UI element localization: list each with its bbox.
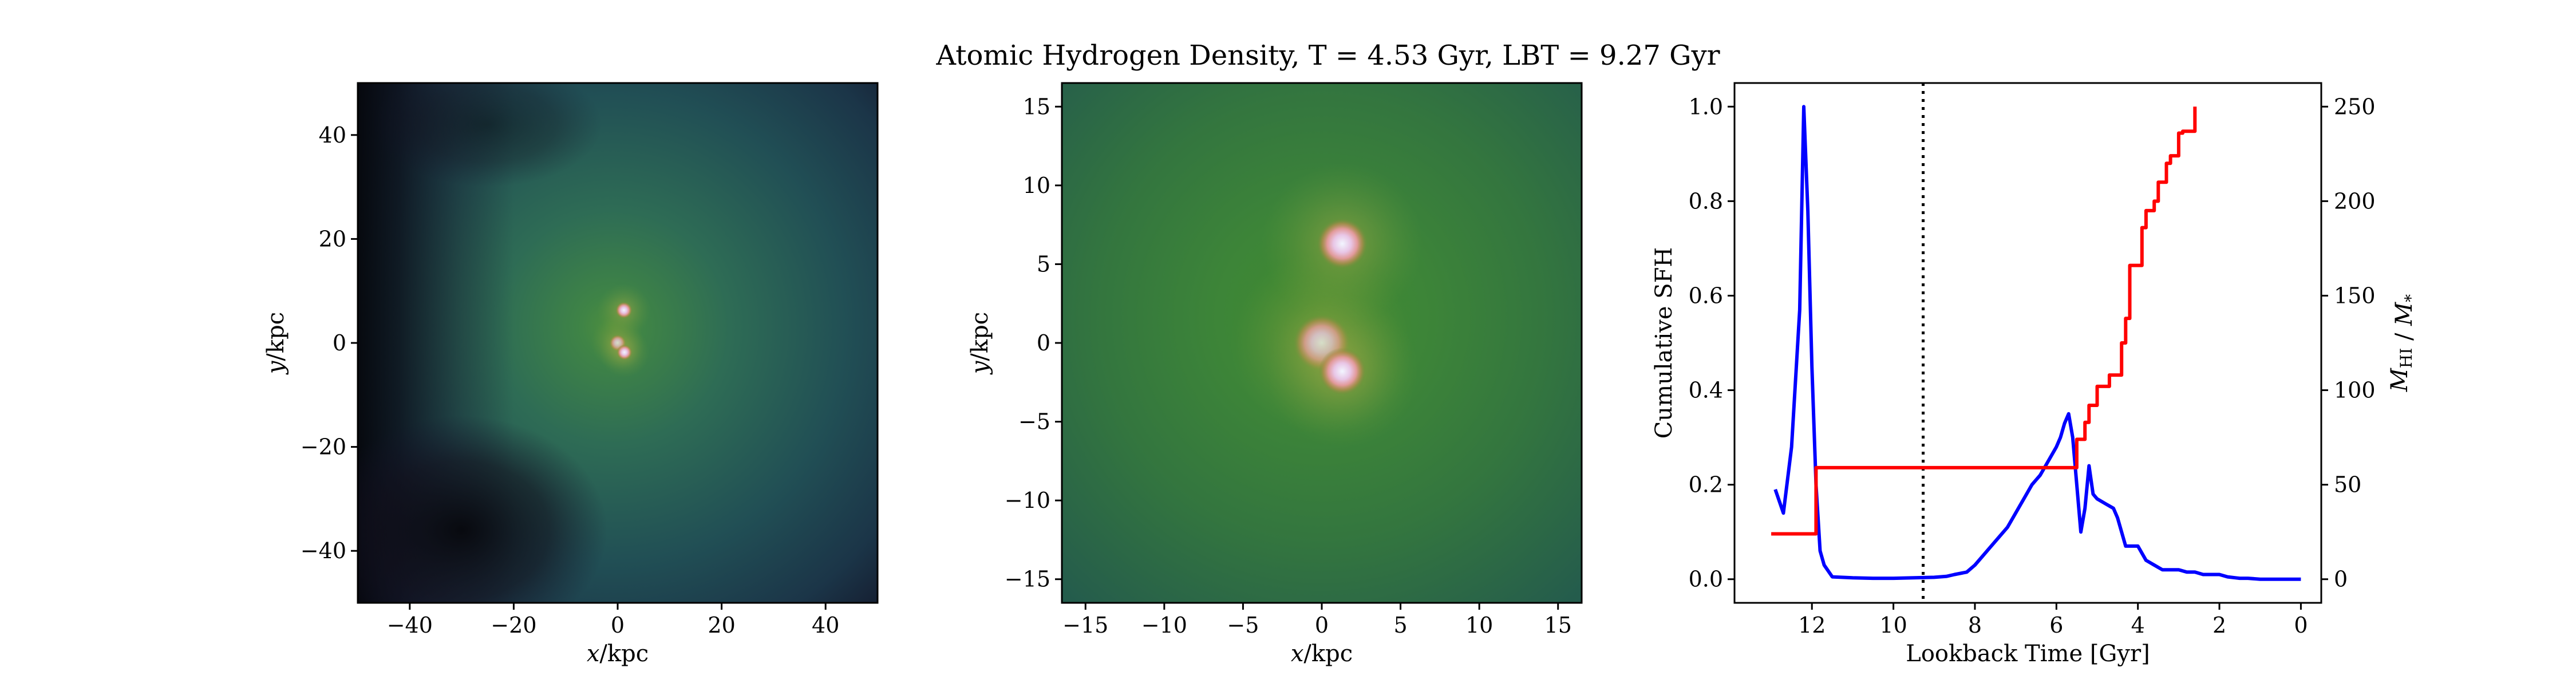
y-axis-label: y/kpc bbox=[263, 312, 289, 375]
y-tick-label: −5 bbox=[1018, 409, 1050, 435]
y-tick-label: 0.2 bbox=[1689, 472, 1723, 498]
low-density-region bbox=[373, 83, 602, 187]
y2-tick-label: 250 bbox=[2334, 94, 2376, 119]
x-tick-label: 20 bbox=[708, 613, 735, 638]
y-axis-label: y/kpc bbox=[967, 312, 993, 375]
figure-title: Atomic Hydrogen Density, T = 4.53 Gyr, L… bbox=[935, 40, 1720, 72]
y-tick-label: 10 bbox=[1023, 173, 1050, 198]
x-tick-label: 2 bbox=[2212, 613, 2226, 638]
x-tick-label: 0 bbox=[2294, 613, 2308, 638]
x-tick-label: 10 bbox=[1465, 613, 1493, 638]
y-tick-label: 20 bbox=[319, 226, 346, 251]
y-tick-label: 0 bbox=[1037, 330, 1050, 356]
x-axis-label: Lookback Time [Gyr] bbox=[1906, 641, 2150, 667]
y-tick-label: −15 bbox=[1005, 567, 1050, 592]
cumulative-sfh-line bbox=[1773, 105, 2301, 581]
hydrogen-clump-3 bbox=[1318, 348, 1366, 395]
x-tick-label: 4 bbox=[2131, 613, 2145, 638]
x-tick-label: 12 bbox=[1798, 613, 1826, 638]
panel-zoom-view: −15 −10 −5 0 5 10 15 −15 −10 −5 0 5 10 15 x/kpc y/kpc bbox=[967, 82, 1583, 667]
y-tick-label: 5 bbox=[1037, 251, 1050, 277]
y-tick-label: 0.4 bbox=[1689, 378, 1723, 403]
panel-sfh-plot: 12 10 8 6 4 2 0 0.0 0.2 0.4 0.6 0.8 1.0 0 50 100 150 200 2… bbox=[1651, 82, 2420, 667]
y2-tick-label: 200 bbox=[2334, 188, 2376, 214]
y-axis-label: Cumulative SFH bbox=[1651, 247, 1677, 439]
x-tick-label: 10 bbox=[1879, 613, 1907, 638]
x-tick-label: −15 bbox=[1062, 613, 1108, 638]
x-tick-label: 0 bbox=[611, 613, 625, 638]
y-tick-label: 0.6 bbox=[1689, 283, 1723, 308]
hydrogen-clump-3 bbox=[617, 344, 633, 360]
sfh-frame bbox=[1733, 82, 2322, 604]
y2-axis-label: MHI / M* bbox=[2387, 294, 2420, 392]
x-tick-label: 15 bbox=[1544, 613, 1572, 638]
x-tick-label: 8 bbox=[1968, 613, 1982, 638]
x-axis-label: x/kpc bbox=[587, 641, 649, 667]
x-tick-label: 6 bbox=[2049, 613, 2063, 638]
y2-tick-label: 100 bbox=[2334, 378, 2376, 403]
y2-tick-label: 50 bbox=[2334, 472, 2361, 498]
x-tick-label: −20 bbox=[491, 613, 536, 638]
panel-wide-view: −40 −20 0 20 40 −40 −20 0 20 40 x/kpc y/kpc bbox=[263, 82, 879, 667]
y2-tick-label: 150 bbox=[2334, 283, 2376, 308]
hi-mass-ratio-line bbox=[1771, 106, 2197, 536]
y-tick-label: 0.0 bbox=[1689, 567, 1723, 592]
x-tick-label: −10 bbox=[1141, 613, 1187, 638]
x-axis-label: x/kpc bbox=[1291, 641, 1353, 667]
y-tick-label: 40 bbox=[319, 123, 346, 148]
wide-view-image bbox=[358, 83, 878, 603]
y-tick-label: 0.8 bbox=[1689, 188, 1723, 214]
x-tick-label: 0 bbox=[1315, 613, 1329, 638]
y2-tick-label: 0 bbox=[2334, 567, 2348, 592]
y-tick-label: 15 bbox=[1023, 94, 1050, 119]
y-tick-label: −40 bbox=[301, 538, 346, 563]
x-tick-label: 40 bbox=[812, 613, 839, 638]
x-tick-label: 5 bbox=[1393, 613, 1407, 638]
y-tick-label: 1.0 bbox=[1689, 94, 1723, 119]
x-tick-label: −40 bbox=[387, 613, 433, 638]
y-tick-label: −10 bbox=[1005, 488, 1050, 513]
y-tick-label: −20 bbox=[301, 435, 346, 460]
zoom-view-image bbox=[1062, 83, 1582, 603]
y-tick-label: 0 bbox=[333, 330, 346, 356]
low-density-region bbox=[358, 416, 607, 603]
x-tick-label: −5 bbox=[1227, 613, 1259, 638]
hydrogen-clump-1 bbox=[615, 302, 633, 319]
